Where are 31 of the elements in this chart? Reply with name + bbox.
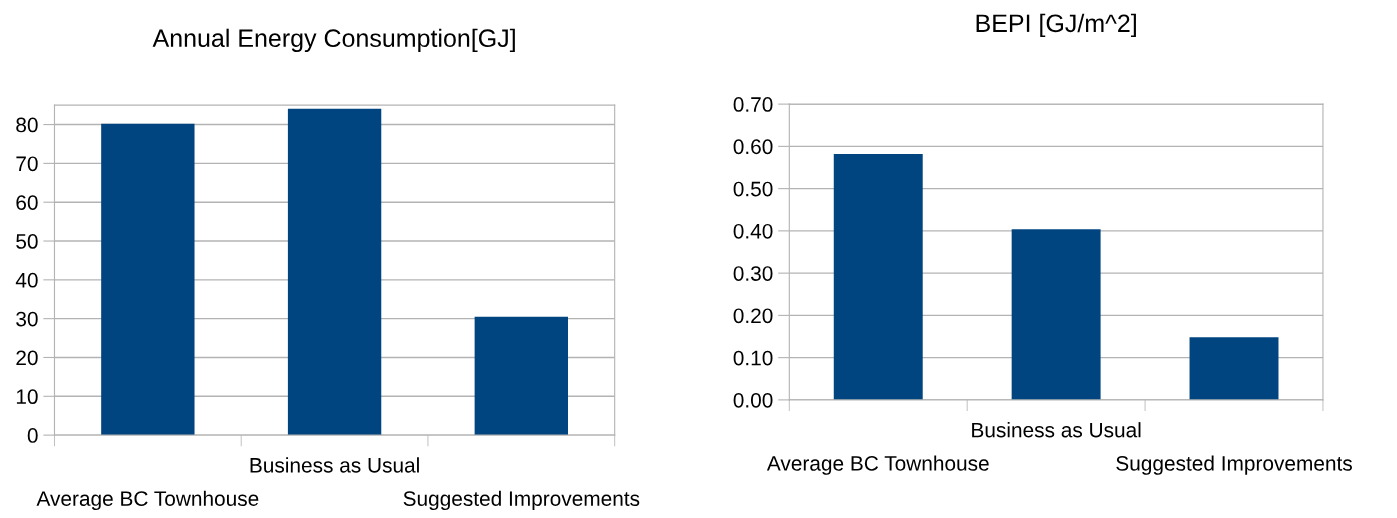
y-tick-label: 50 (16, 234, 38, 249)
bar (101, 123, 195, 436)
x-tick-label: Suggested Improvements (1116, 455, 1352, 475)
y-tick-label: 0.00 (733, 392, 773, 408)
y-tick-label: 10 (16, 389, 38, 405)
y-tick-label: 20 (16, 350, 38, 366)
y-tick-label: 80 (16, 117, 38, 133)
y-tick-label: 0.60 (733, 139, 773, 155)
y-tick-label: 30 (16, 311, 38, 327)
bar (833, 153, 923, 400)
y-tick-label: 0.70 (733, 97, 773, 112)
x-tick-label: Average BC Townhouse (766, 455, 989, 475)
x-tick-label: Average BC Townhouse (36, 490, 259, 511)
y-tick-label: 0.10 (733, 350, 773, 366)
bar (1189, 337, 1279, 400)
x-tick-label: Business as Usual (250, 457, 419, 473)
x-tick-label: Business as Usual (972, 422, 1141, 438)
y-tick-label: 0.50 (733, 181, 773, 197)
y-tick-label: 0 (27, 428, 38, 443)
x-tick-label: Suggested Improvements (403, 490, 640, 511)
bar (287, 108, 382, 436)
bar (1011, 229, 1101, 400)
bar (474, 316, 568, 436)
y-tick-label: 0.20 (733, 308, 773, 324)
y-tick-label: 40 (15, 272, 38, 288)
chart-title: Annual Energy Consumption[GJ] (152, 28, 515, 53)
chart-title: BEPI [GJ/m^2] (976, 13, 1136, 38)
y-tick-label: 0.30 (733, 266, 773, 281)
y-tick-label: 60 (16, 195, 38, 210)
y-tick-label: 70 (16, 156, 38, 172)
y-tick-label: 0.40 (733, 223, 773, 239)
